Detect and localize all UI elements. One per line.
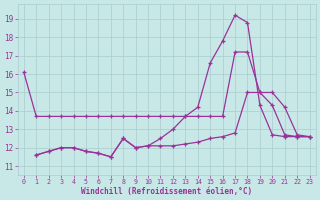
X-axis label: Windchill (Refroidissement éolien,°C): Windchill (Refroidissement éolien,°C) [81,187,252,196]
